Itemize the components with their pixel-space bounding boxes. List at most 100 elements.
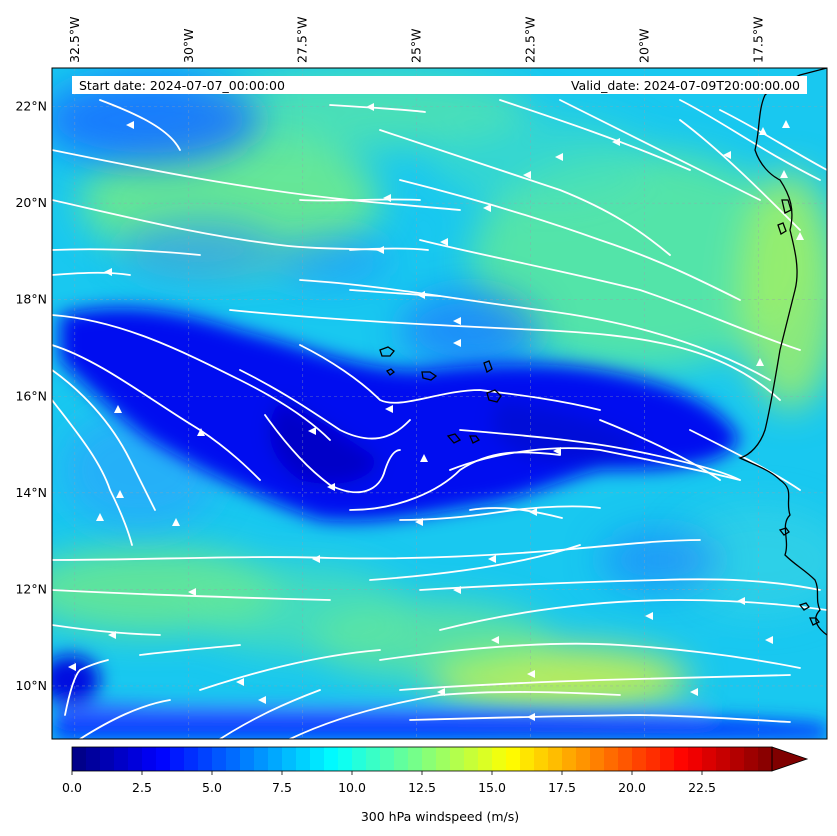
longitude-label: 22.5°W [523, 17, 538, 63]
africa-coastline [738, 68, 827, 636]
colorbar-segment [324, 747, 339, 771]
streamline [299, 344, 601, 411]
arrow-mark [420, 454, 428, 462]
cape-verde-island [386, 368, 395, 376]
colorbar-segment [744, 747, 759, 771]
colorbar-segment [310, 747, 325, 771]
latitude-label: 20°N [15, 195, 47, 210]
streamline [79, 699, 171, 739]
colorbar-tick-label: 5.0 [202, 780, 222, 795]
bijagos-island [798, 602, 810, 611]
streamline [299, 279, 771, 381]
arrow-mark [383, 194, 391, 202]
colorbar-tick-label: 20.0 [618, 780, 646, 795]
streamline [419, 578, 821, 591]
colorbar-segment [562, 747, 577, 771]
colorbar-segment [520, 747, 535, 771]
colorbar-segment [450, 747, 465, 771]
streamline [399, 674, 791, 691]
streamline [289, 691, 621, 739]
arrow-mark [723, 151, 731, 159]
streamline [369, 544, 581, 581]
colorbar-segment [576, 747, 591, 771]
arrow-mark [258, 696, 266, 704]
colorbar-segment [464, 747, 479, 771]
longitude-label: 30°W [181, 28, 196, 63]
bijagos-island [778, 527, 790, 536]
arrow-mark [68, 663, 76, 671]
colorbar-segment [604, 747, 619, 771]
latitude-label: 16°N [15, 388, 47, 403]
streamline [409, 714, 791, 723]
streamline [349, 451, 561, 511]
arrow-mark [780, 170, 788, 178]
arrow-mark [523, 171, 531, 179]
colorbar-segment [632, 747, 647, 771]
arrow-mark [491, 636, 499, 644]
arrow-mark [236, 678, 244, 686]
latitude-label: 14°N [15, 485, 47, 500]
arrow-mark [690, 688, 698, 696]
coast-island [777, 222, 787, 235]
arrow-mark [453, 317, 461, 325]
streamline [52, 369, 156, 511]
arrow-mark [765, 636, 773, 644]
colorbar-segment [590, 747, 605, 771]
colorbar-tick-label: 15.0 [478, 780, 506, 795]
longitude-labels: 32.5°W 30°W 27.5°W 25°W 22.5°W 20°W 17.5°W [67, 17, 766, 63]
streamline [52, 539, 701, 561]
header-box [72, 76, 807, 94]
arrow-mark [612, 138, 620, 146]
arrow-mark [312, 555, 320, 563]
colorbar-segment [618, 747, 633, 771]
colorbar-extend-triangle [771, 746, 809, 772]
colorbar-segment [366, 747, 381, 771]
streamline [99, 99, 181, 151]
streamline [239, 369, 411, 440]
arrow-mark [114, 405, 122, 413]
streamline [329, 104, 426, 113]
colorbar-tick-label: 2.5 [132, 780, 152, 795]
colorbar-segment [72, 747, 87, 771]
longitude-label: 25°W [409, 28, 424, 63]
latitude-labels: 22°N 20°N 18°N 16°N 14°N 12°N 10°N [15, 99, 47, 693]
longitude-label: 17.5°W [751, 17, 766, 63]
longitude-label: 27.5°W [295, 17, 310, 63]
colorbar-segment [156, 747, 171, 771]
streamline [559, 99, 761, 201]
colorbar-segment [268, 747, 283, 771]
arrow-mark [759, 127, 767, 135]
longitude-label: 20°W [637, 28, 652, 63]
streamline [379, 129, 671, 256]
arrow-mark [645, 612, 653, 620]
latitude-label: 10°N [15, 678, 47, 693]
colorbar-segment [240, 747, 255, 771]
streamline [52, 314, 331, 441]
arrow-mark [366, 103, 374, 111]
latitude-label: 18°N [15, 292, 47, 307]
colorbar-segment [282, 747, 297, 771]
streamline [449, 447, 741, 481]
colorbar-segment [254, 747, 269, 771]
arrow-mark [172, 518, 180, 526]
colorbar-segment [478, 747, 493, 771]
streamline [219, 689, 321, 739]
colorbar-segment [128, 747, 143, 771]
colorbar-segment [142, 747, 157, 771]
arrow-mark [488, 555, 496, 563]
colorbar: 0.0 2.5 5.0 7.5 10.0 12.5 15.0 17.5 20.0 22.5 300… [62, 746, 809, 824]
streamline [52, 589, 331, 601]
streamline [399, 505, 601, 521]
colorbar-segment [338, 747, 353, 771]
streamline [299, 198, 421, 202]
arrow-mark [308, 427, 316, 435]
arrow-mark [453, 339, 461, 347]
arrow-mark [483, 204, 491, 212]
colorbar-title: 300 hPa windspeed (m/s) [361, 809, 519, 824]
colorbar-segment [422, 747, 437, 771]
arrow-mark [527, 713, 535, 721]
colorbar-segment [296, 747, 311, 771]
arrow-mark [376, 246, 384, 254]
cape-verde-island [421, 371, 438, 381]
colorbar-segment [660, 747, 675, 771]
